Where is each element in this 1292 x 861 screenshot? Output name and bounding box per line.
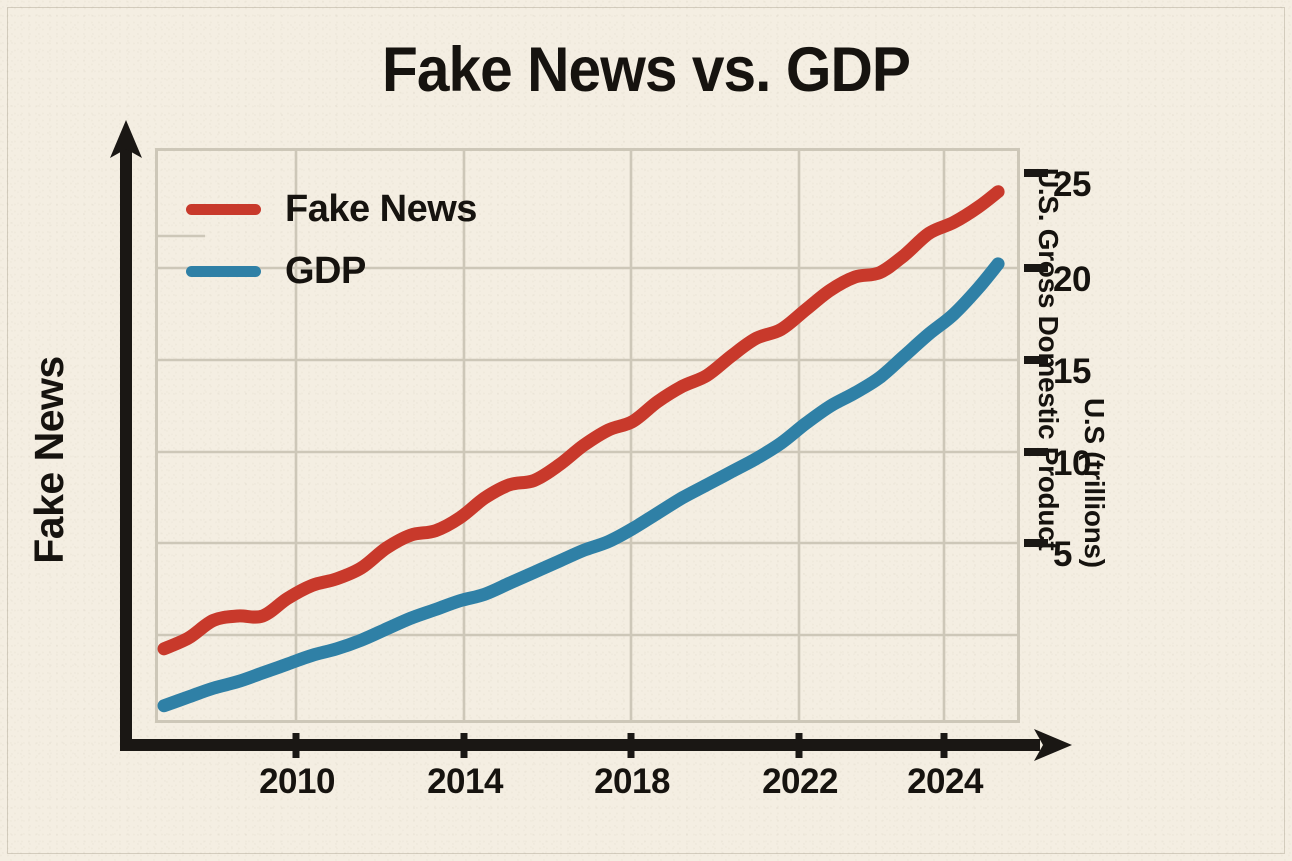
x-tick-label-2014: 2014 bbox=[427, 762, 503, 801]
legend-label-fake-news: Fake News bbox=[285, 187, 477, 230]
y-tick-label-20: 20 bbox=[1053, 260, 1091, 299]
x-axis-arrowhead bbox=[1034, 729, 1072, 761]
y-axis-arrowhead bbox=[110, 120, 142, 158]
x-tick-label-2018: 2018 bbox=[594, 762, 670, 801]
legend-item-gdp[interactable]: GDP bbox=[186, 240, 477, 302]
y-tick-label-5: 5 bbox=[1053, 535, 1072, 574]
series-line-gdp bbox=[157, 257, 1005, 713]
x-tick-label-2010: 2010 bbox=[259, 762, 335, 801]
vertical-gridlines bbox=[294, 150, 946, 721]
legend-label-gdp: GDP bbox=[285, 249, 366, 292]
page-title: Fake News vs. GDP bbox=[381, 35, 911, 105]
x-axis-ticks bbox=[292, 733, 948, 758]
plot-frame bbox=[155, 148, 1020, 723]
legend-swatch-fake-news bbox=[186, 203, 261, 215]
y-tick-label-15: 15 bbox=[1053, 352, 1091, 391]
x-tick-label-2022: 2022 bbox=[762, 762, 838, 801]
legend-item-fake-news[interactable]: Fake News bbox=[186, 178, 477, 240]
x-tick-label-2024: 2024 bbox=[907, 762, 983, 801]
series-line-fake-news bbox=[157, 185, 1005, 656]
y-axis-right-ticks bbox=[1024, 169, 1048, 547]
chart-legend: Fake News GDP bbox=[186, 178, 477, 302]
y-tick-label-25: 25 bbox=[1053, 165, 1091, 204]
y-tick-label-10: 10 bbox=[1053, 444, 1091, 483]
legend-swatch-gdp bbox=[186, 265, 261, 277]
